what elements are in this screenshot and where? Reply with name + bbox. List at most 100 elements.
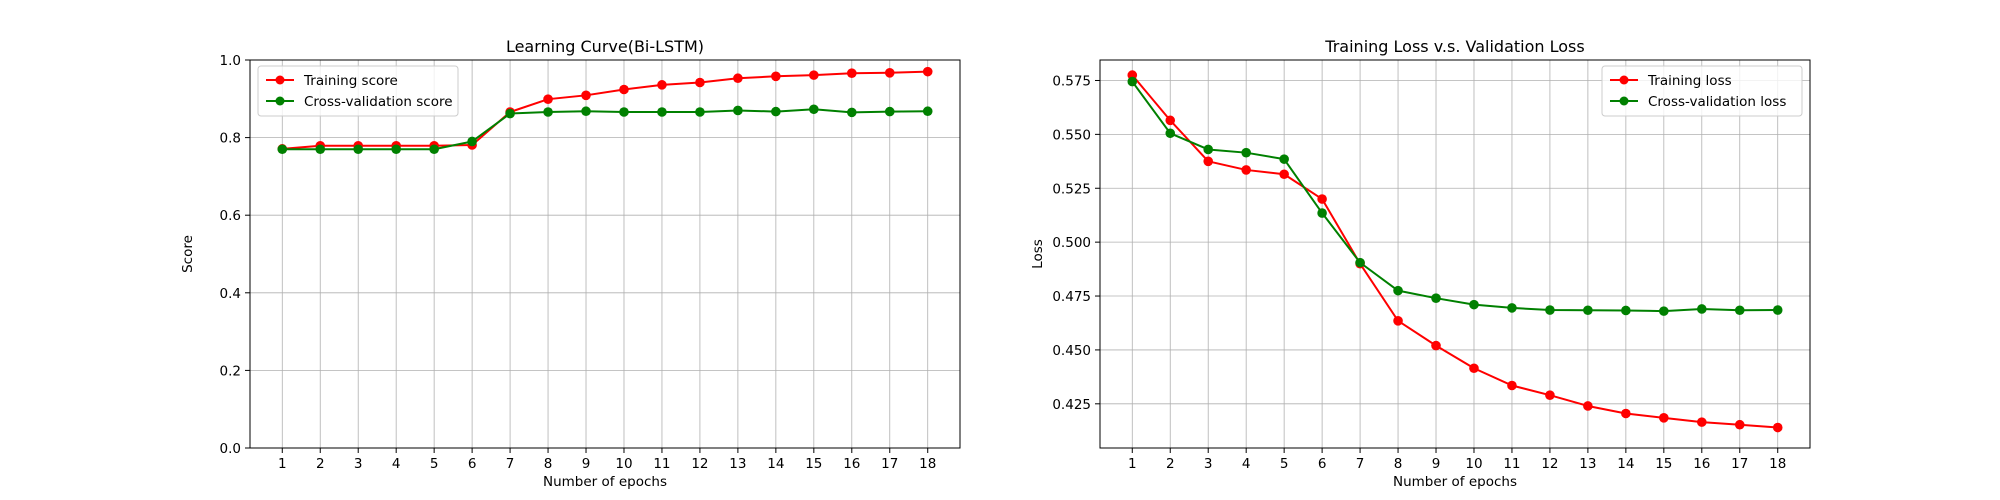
y-ticks-learning-curve: 0.0 0.2 0.4 0.6 0.8 1.0: [220, 53, 250, 457]
data-point-cross-validation-score: [581, 106, 591, 117]
x-tick-label: 3: [354, 456, 363, 472]
data-point-cross-validation-loss: [1772, 305, 1783, 315]
data-point-cross-validation-loss: [1734, 305, 1745, 316]
x-tick-label: 1: [278, 456, 287, 472]
data-point-training-score: [543, 94, 553, 104]
x-tick-label: 10: [1465, 456, 1482, 472]
data-point-cross-validation-score: [391, 144, 401, 155]
data-point-training-loss: [1545, 390, 1555, 400]
data-point-training-loss: [1279, 169, 1289, 180]
x-tick-label: 11: [1503, 456, 1520, 472]
data-point-training-loss: [1659, 413, 1669, 423]
y-tick-label: 0.500: [1052, 235, 1091, 251]
x-axis-label-learning-curve: Number of epochs: [543, 474, 667, 490]
data-point-cross-validation-loss: [1469, 299, 1479, 310]
data-point-cross-validation-score: [543, 107, 553, 117]
y-tick-label: 0.475: [1052, 289, 1091, 305]
x-tick-label: 13: [729, 456, 746, 472]
data-point-training-score: [922, 66, 933, 77]
data-point-training-score: [695, 77, 705, 88]
x-tick-label: 12: [691, 456, 708, 472]
plot-frame-learning-curve: [249, 59, 961, 449]
legend-marker-training-loss: [1619, 75, 1629, 85]
series-line-cross-validation-loss: [1131, 80, 1778, 313]
data-point-cross-validation-score: [657, 107, 667, 117]
data-point-training-score: [657, 80, 667, 90]
data-point-training-loss: [1431, 340, 1441, 351]
data-point-cross-validation-loss: [1165, 128, 1176, 139]
data-point-training-score: [619, 84, 629, 95]
data-point-cross-validation-loss: [1583, 305, 1593, 316]
series-line-training-score: [282, 70, 928, 150]
data-point-cross-validation-loss: [1507, 303, 1517, 313]
x-ticks-learning-curve: 1 2 3 4 5 6 7 8 9 10 11 12 13 14 15 16 17 18: [278, 448, 936, 472]
plot-frame-loss: [1099, 59, 1811, 449]
series-group-learning-curve: [277, 66, 933, 155]
x-tick-label: 2: [1166, 456, 1175, 472]
x-tick-label: 16: [1693, 456, 1710, 472]
chart-title-learning-curve: Learning Curve(Bi-LSTM): [506, 37, 704, 56]
data-point-cross-validation-loss: [1279, 154, 1289, 164]
data-point-cross-validation-score: [505, 108, 515, 119]
data-point-training-loss: [1469, 363, 1479, 374]
x-tick-label: 15: [1655, 456, 1672, 472]
x-tick-label: 2: [316, 456, 325, 472]
data-point-training-score: [884, 68, 895, 78]
data-point-training-loss: [1696, 417, 1707, 427]
data-point-cross-validation-loss: [1355, 257, 1365, 268]
x-tick-label: 12: [1541, 456, 1558, 472]
data-point-cross-validation-loss: [1621, 305, 1631, 316]
y-tick-label: 0.6: [220, 208, 241, 224]
data-point-training-loss: [1165, 115, 1176, 126]
data-point-training-loss: [1203, 156, 1214, 167]
y-tick-label: 0.4: [220, 286, 241, 302]
x-tick-label: 6: [468, 456, 477, 472]
data-point-cross-validation-loss: [1545, 305, 1555, 315]
data-point-training-score: [846, 68, 857, 78]
data-point-cross-validation-score: [809, 104, 819, 115]
data-point-cross-validation-score: [467, 136, 477, 147]
y-tick-label: 0.2: [220, 363, 241, 379]
plot-area-learning-curve: [250, 60, 960, 448]
data-point-cross-validation-score: [353, 144, 364, 155]
data-point-cross-validation-score: [922, 106, 933, 117]
legend-label-training-loss: Training loss: [1647, 73, 1732, 89]
x-tick-label: 8: [1394, 456, 1403, 472]
data-point-training-score: [733, 73, 743, 84]
data-point-cross-validation-loss: [1203, 144, 1214, 155]
legend-marker-cross-validation-loss: [1619, 96, 1629, 106]
y-tick-label: 1.0: [220, 53, 241, 69]
legend-marker-training-score: [275, 75, 285, 85]
x-tick-label: 17: [1731, 456, 1748, 472]
series-line-cross-validation-score: [282, 108, 928, 151]
data-point-cross-validation-score: [884, 106, 895, 117]
x-tick-label: 14: [767, 456, 784, 472]
plot-area-loss: [1100, 60, 1810, 448]
data-point-cross-validation-score: [733, 105, 743, 116]
x-tick-label: 6: [1318, 456, 1327, 472]
x-tick-label: 13: [1579, 456, 1596, 472]
y-tick-label: 0.525: [1052, 181, 1091, 197]
legend-label-cross-validation-score: Cross-validation score: [304, 94, 453, 110]
legend-box-learning-curve: [257, 65, 459, 117]
data-point-training-loss: [1621, 408, 1631, 419]
x-tick-label: 5: [430, 456, 439, 472]
x-tick-label: 4: [1242, 456, 1251, 472]
x-tick-label: 8: [544, 456, 553, 472]
data-point-cross-validation-score: [429, 144, 439, 155]
data-point-training-loss: [1772, 422, 1783, 433]
x-tick-label: 17: [881, 456, 898, 472]
x-tick-label: 10: [615, 456, 632, 472]
x-tick-label: 3: [1204, 456, 1213, 472]
y-axis-label-learning-curve: Score: [180, 235, 196, 273]
x-tick-label: 5: [1280, 456, 1289, 472]
legend-learning-curve: Training score Cross-validation score: [257, 65, 459, 117]
data-point-cross-validation-loss: [1317, 208, 1327, 218]
legend-loss: Training loss Cross-validation loss: [1601, 65, 1803, 117]
data-point-training-loss: [1393, 316, 1403, 326]
x-tick-label: 9: [1432, 456, 1441, 472]
y-tick-label: 0.550: [1052, 127, 1091, 143]
data-point-cross-validation-score: [619, 107, 629, 117]
data-point-cross-validation-score: [771, 106, 781, 117]
y-ticks-loss: 0.425 0.450 0.475 0.500 0.525 0.550 0.575: [1052, 73, 1100, 413]
